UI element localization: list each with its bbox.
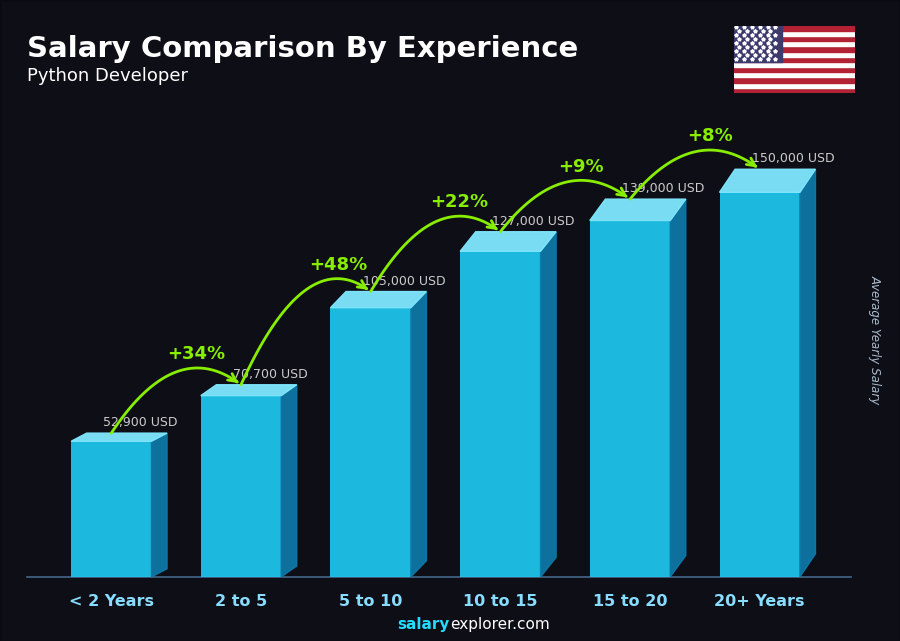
- Text: explorer.com: explorer.com: [450, 617, 550, 633]
- Bar: [734, 46, 855, 51]
- Bar: [734, 67, 855, 72]
- Bar: [71, 441, 151, 577]
- Bar: [734, 51, 855, 56]
- Bar: [734, 78, 855, 83]
- Polygon shape: [460, 232, 556, 251]
- Text: 70,700 USD: 70,700 USD: [233, 368, 308, 381]
- Polygon shape: [590, 199, 686, 221]
- Bar: [330, 308, 411, 577]
- Bar: [734, 62, 855, 67]
- Bar: [734, 36, 855, 41]
- Bar: [719, 192, 800, 577]
- Text: +8%: +8%: [688, 128, 734, 146]
- Text: Average Yearly Salary: Average Yearly Salary: [868, 275, 881, 404]
- Polygon shape: [330, 292, 427, 308]
- Text: 139,000 USD: 139,000 USD: [622, 182, 705, 196]
- Text: salary: salary: [398, 617, 450, 633]
- Text: Python Developer: Python Developer: [27, 67, 188, 85]
- Text: 127,000 USD: 127,000 USD: [492, 215, 575, 228]
- Polygon shape: [201, 385, 297, 395]
- Polygon shape: [670, 199, 686, 577]
- Text: +9%: +9%: [558, 158, 604, 176]
- Polygon shape: [541, 232, 556, 577]
- Bar: [734, 88, 855, 93]
- Bar: [734, 83, 855, 88]
- Text: +22%: +22%: [430, 194, 489, 212]
- Polygon shape: [719, 169, 815, 192]
- Polygon shape: [800, 169, 815, 577]
- Polygon shape: [411, 292, 427, 577]
- Polygon shape: [151, 433, 167, 577]
- Text: +48%: +48%: [309, 256, 367, 274]
- Bar: [734, 31, 855, 36]
- Bar: [201, 395, 281, 577]
- Bar: [734, 72, 855, 78]
- Bar: [734, 26, 855, 31]
- Bar: [734, 26, 782, 62]
- Text: 105,000 USD: 105,000 USD: [363, 275, 446, 288]
- Text: Salary Comparison By Experience: Salary Comparison By Experience: [27, 35, 578, 63]
- Bar: [734, 41, 855, 46]
- Bar: [590, 221, 670, 577]
- Polygon shape: [281, 385, 297, 577]
- Text: 52,900 USD: 52,900 USD: [104, 417, 178, 429]
- Bar: [734, 56, 855, 62]
- Bar: [460, 251, 541, 577]
- Polygon shape: [71, 433, 167, 441]
- Text: 150,000 USD: 150,000 USD: [752, 153, 834, 165]
- Text: +34%: +34%: [167, 345, 226, 363]
